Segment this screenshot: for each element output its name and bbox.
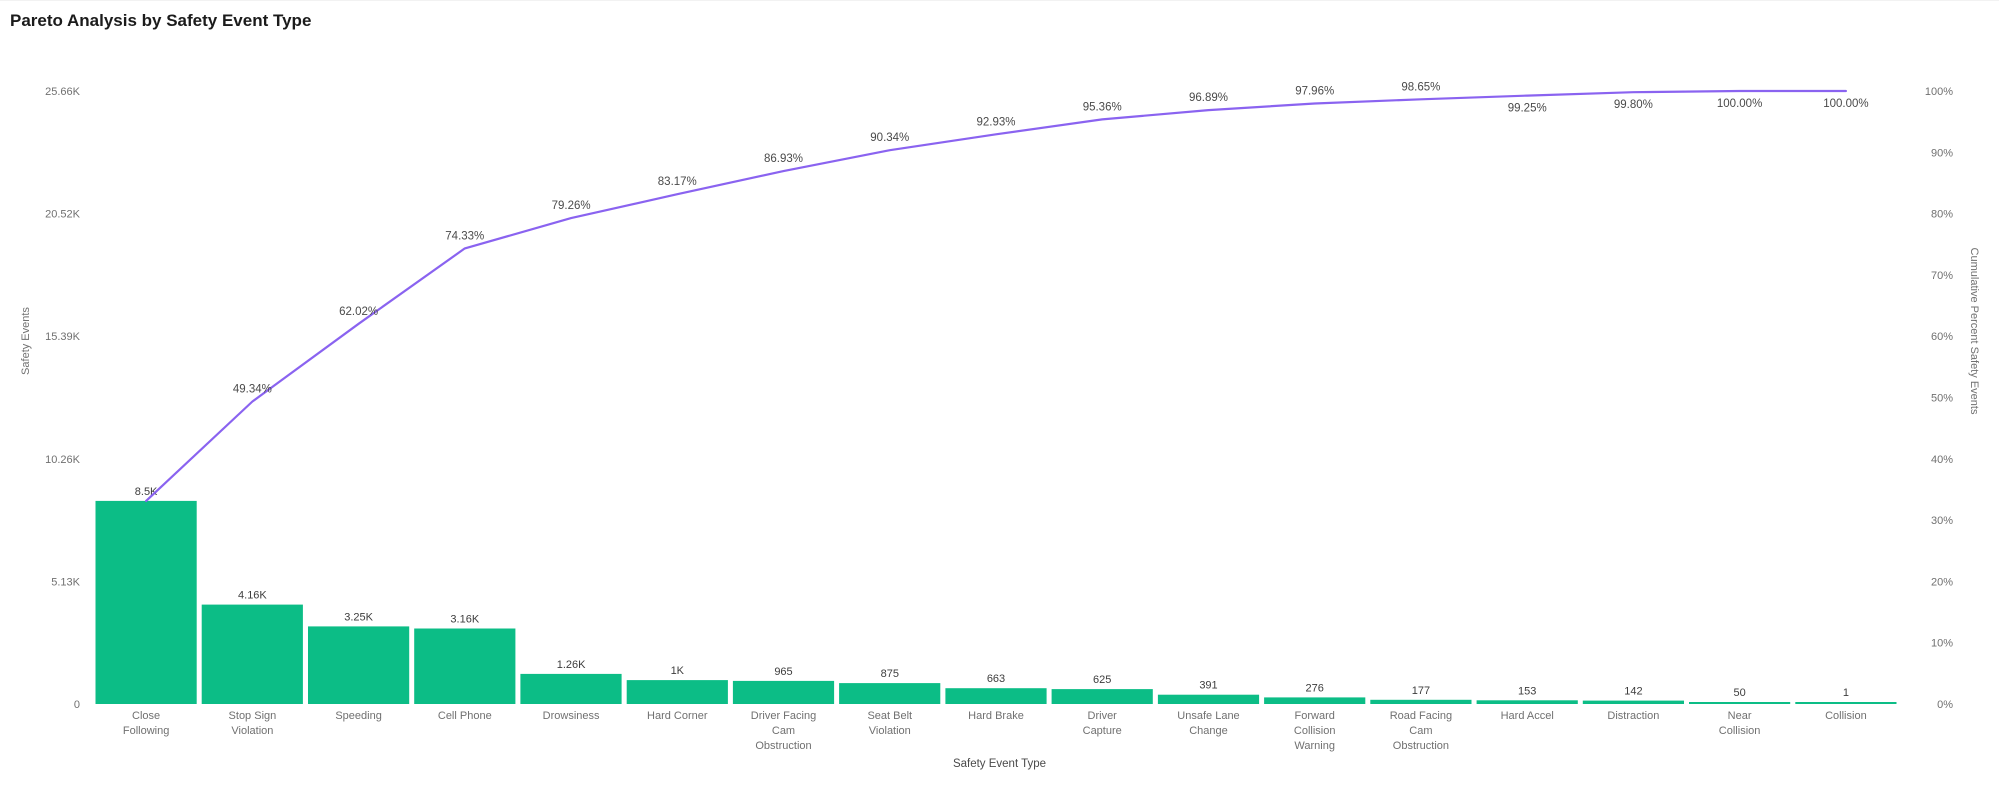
- x-axis-category-label: Close Following: [123, 710, 169, 737]
- right-axis-tick: 60%: [1931, 331, 1953, 343]
- cumulative-point-label: 95.36%: [1083, 101, 1122, 113]
- bar[interactable]: [945, 688, 1047, 704]
- cumulative-point-label: 83.17%: [658, 176, 697, 188]
- x-axis-title: Safety Event Type: [952, 758, 1047, 770]
- right-axis-tick: 0%: [1937, 699, 1953, 711]
- bar-value-label: 1K: [671, 665, 685, 677]
- bar-value-label: 625: [1093, 674, 1111, 686]
- x-axis-category-label: Road Facing Cam Obstruction: [1390, 710, 1452, 752]
- bar-value-label: 3.25K: [344, 611, 373, 623]
- x-axis-category-label: Forward Collision Warning: [1294, 710, 1336, 752]
- bar-value-label: 1.26K: [557, 659, 586, 671]
- cumulative-point-label: 62.02%: [339, 306, 378, 318]
- bar-value-label: 965: [774, 666, 792, 678]
- right-axis-tick: 40%: [1931, 454, 1953, 466]
- bar-value-label: 276: [1306, 682, 1324, 694]
- bar[interactable]: [626, 680, 728, 704]
- bar[interactable]: [1795, 702, 1897, 704]
- x-axis-category-label: Hard Corner: [647, 710, 708, 722]
- x-axis-category-label: Driver Facing Cam Obstruction: [751, 710, 816, 752]
- x-axis-category-label: Stop Sign Violation: [229, 710, 277, 737]
- cumulative-point-label: 86.93%: [764, 153, 803, 165]
- left-axis-tick: 20.52K: [45, 209, 81, 221]
- bar-value-label: 663: [987, 673, 1005, 685]
- cumulative-point-label: 96.89%: [1189, 92, 1228, 104]
- bar[interactable]: [1264, 697, 1366, 704]
- cumulative-point-label: 98.65%: [1401, 81, 1440, 93]
- right-axis-tick: 90%: [1931, 147, 1953, 159]
- x-axis-category-label: Seat Belt Violation: [867, 710, 912, 737]
- left-axis-tick: 25.66K: [45, 86, 81, 98]
- cumulative-point-label: 49.34%: [233, 384, 272, 396]
- cumulative-point-label: 74.33%: [445, 230, 484, 242]
- bar[interactable]: [308, 626, 410, 704]
- bar[interactable]: [520, 673, 622, 704]
- cumulative-point-label: 92.93%: [976, 116, 1015, 128]
- right-axis-tick: 50%: [1931, 393, 1953, 405]
- bar[interactable]: [839, 683, 941, 704]
- bar-value-label: 391: [1199, 680, 1217, 692]
- bar-value-label: 3.16K: [450, 614, 479, 626]
- right-axis-tick: 100%: [1925, 86, 1953, 98]
- bar[interactable]: [1051, 689, 1153, 704]
- left-axis-tick: 0: [74, 699, 80, 711]
- bar[interactable]: [1370, 699, 1472, 704]
- bar-value-label: 177: [1412, 685, 1430, 697]
- left-axis-tick: 10.26K: [45, 454, 81, 466]
- x-axis-category-label: Hard Brake: [968, 710, 1024, 722]
- right-axis-tick: 30%: [1931, 515, 1953, 527]
- x-axis-category-label: Hard Accel: [1501, 710, 1554, 722]
- bar-value-label: 153: [1518, 685, 1536, 697]
- bar-value-label: 50: [1733, 687, 1745, 699]
- cumulative-line[interactable]: [145, 89, 1848, 502]
- x-axis-category-label: Drowsiness: [543, 710, 600, 722]
- bar[interactable]: [1476, 700, 1578, 704]
- cumulative-point-label: 99.25%: [1508, 103, 1547, 115]
- cumulative-point-label: 79.26%: [552, 200, 591, 212]
- bar[interactable]: [414, 628, 516, 705]
- right-axis-tick: 70%: [1931, 270, 1953, 282]
- bar-value-label: 4.16K: [238, 590, 267, 602]
- x-axis-category-label: Near Collision: [1719, 710, 1761, 737]
- bar[interactable]: [95, 500, 197, 704]
- bar-value-label: 1: [1843, 687, 1849, 699]
- right-axis-tick: 80%: [1931, 209, 1953, 221]
- bar[interactable]: [1157, 694, 1260, 704]
- bar-value-label: 875: [881, 668, 899, 680]
- bar[interactable]: [732, 680, 835, 704]
- left-axis-tick: 15.39K: [45, 331, 81, 343]
- cumulative-point-label: 90.34%: [870, 132, 909, 144]
- bar[interactable]: [201, 604, 303, 704]
- cumulative-point-label: 100.00%: [1717, 98, 1762, 110]
- right-axis-tick: 20%: [1931, 576, 1953, 588]
- x-axis-category-label: Cell Phone: [438, 710, 492, 722]
- x-axis-category-label: Distraction: [1607, 710, 1659, 722]
- cumulative-point-label: 99.80%: [1614, 99, 1653, 111]
- x-axis-category-label: Unsafe Lane Change: [1177, 710, 1239, 737]
- x-axis-category-label: Collision: [1825, 710, 1867, 722]
- cumulative-point-label: 97.96%: [1295, 86, 1334, 98]
- right-axis-tick: 10%: [1931, 638, 1953, 650]
- cumulative-point-label: 100.00%: [1823, 98, 1868, 110]
- left-axis-tick: 5.13K: [51, 576, 80, 588]
- x-axis-category-label: Driver Capture: [1083, 710, 1122, 737]
- bar[interactable]: [1582, 700, 1684, 704]
- chart-title: Pareto Analysis by Safety Event Type: [10, 11, 312, 30]
- bar-value-label: 142: [1624, 686, 1642, 698]
- x-axis-category-label: Speeding: [335, 710, 382, 722]
- bar[interactable]: [1689, 702, 1791, 704]
